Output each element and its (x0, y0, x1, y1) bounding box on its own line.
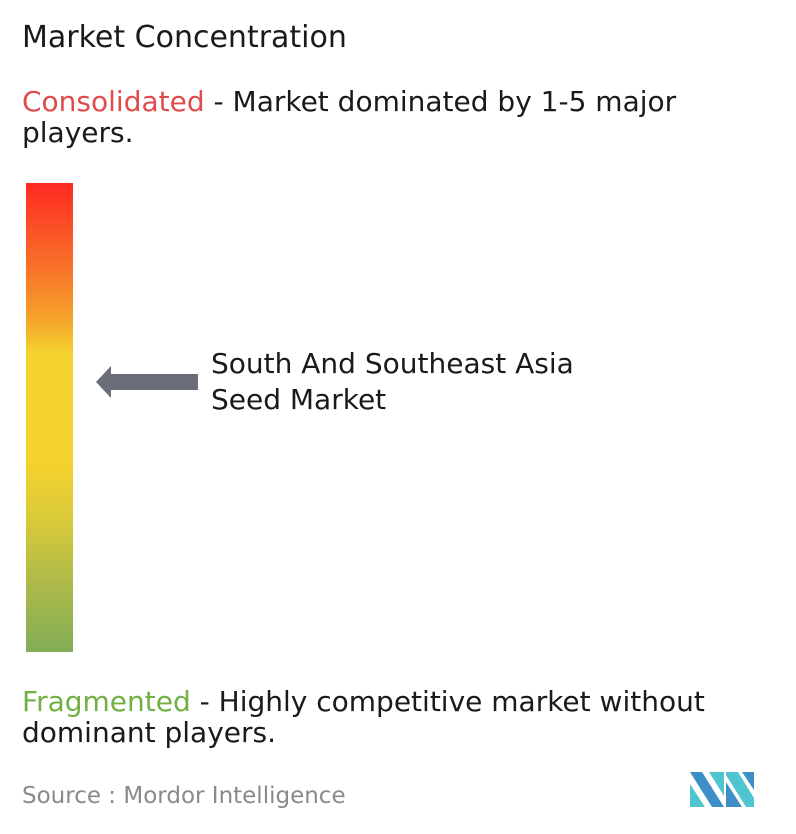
concentration-gradient-bar (26, 183, 73, 652)
source-label: Source : (22, 783, 117, 809)
fragmented-label: Fragmented (22, 685, 191, 718)
source-value: Mordor Intelligence (123, 783, 346, 809)
mordor-intelligence-logo (690, 772, 754, 807)
source-line: Source : Mordor Intelligence (22, 783, 346, 809)
consolidated-label: Consolidated (22, 85, 205, 118)
market-label: South And Southeast Asia Seed Market (211, 347, 574, 416)
fragmented-description: - Highly competitive market without domi… (22, 685, 705, 749)
page-title: Market Concentration (22, 20, 347, 55)
market-position-arrow-icon (96, 366, 198, 398)
consolidated-description: - Market dominated by 1-5 major players. (22, 85, 677, 149)
fragmented-legend: Fragmented - Highly competitive market w… (22, 686, 792, 748)
consolidated-legend: Consolidated - Market dominated by 1-5 m… (22, 86, 792, 148)
